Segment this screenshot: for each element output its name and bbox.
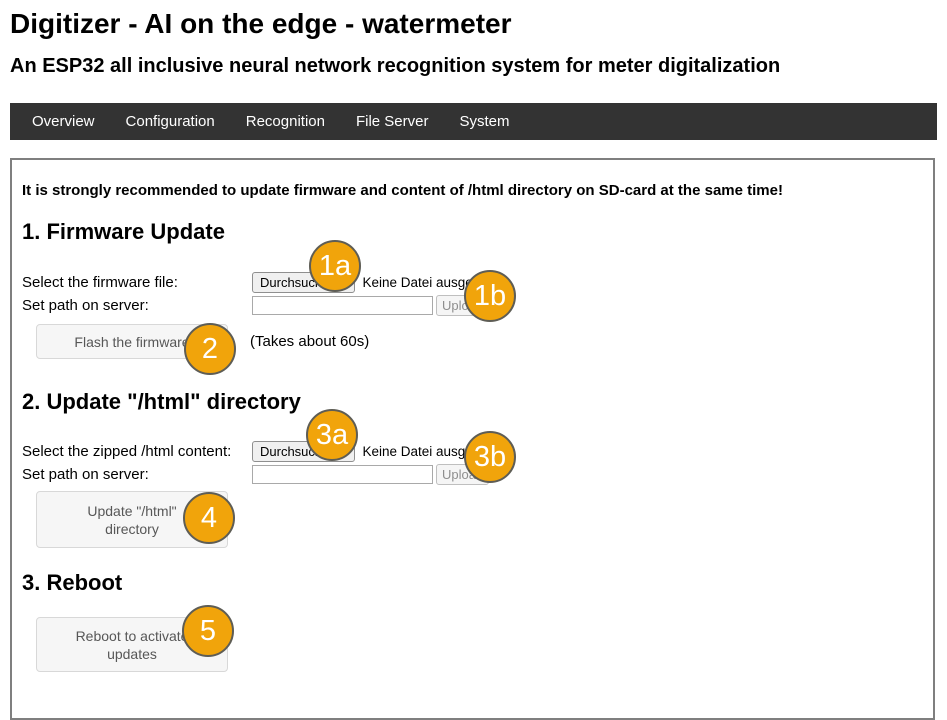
html-file-label: Select the zipped /html content: <box>22 442 232 460</box>
nav-item-overview[interactable]: Overview <box>32 113 95 130</box>
html-path-input[interactable] <box>252 465 433 484</box>
main-navbar: Overview Configuration Recognition File … <box>10 103 937 140</box>
page-subtitle: An ESP32 all inclusive neural network re… <box>10 55 781 77</box>
firmware-no-file-text: Keine Datei ausgewäh <box>362 274 498 290</box>
html-section-heading: 2. Update "/html" directory <box>22 389 301 414</box>
flash-duration-note: (Takes about 60s) <box>250 333 370 350</box>
reboot-section-heading: 3. Reboot <box>22 570 123 595</box>
firmware-form: Select the firmware file: Durchsuchen...… <box>22 271 933 316</box>
annotation-badge-1b: 1b <box>464 270 516 322</box>
firmware-file-label: Select the firmware file: <box>22 273 178 291</box>
firmware-path-input[interactable] <box>252 296 433 315</box>
page-title: Digitizer - AI on the edge - watermeter <box>10 8 512 39</box>
firmware-path-row: Upload <box>252 295 933 316</box>
html-no-file-text: Keine Datei ausgewäh <box>362 443 498 459</box>
annotation-badge-4: 4 <box>183 492 235 544</box>
nav-item-file-server[interactable]: File Server <box>355 113 429 130</box>
nav-item-system[interactable]: System <box>459 113 510 130</box>
annotation-badge-3a: 3a <box>306 409 358 461</box>
html-path-row: Upload <box>252 464 933 485</box>
annotation-badge-3b: 3b <box>464 431 516 483</box>
annotation-badge-2: 2 <box>184 323 236 375</box>
nav-item-recognition[interactable]: Recognition <box>245 113 325 130</box>
annotation-badge-1a: 1a <box>309 240 361 292</box>
flash-row: Flash the firmware (Takes about 60s) <box>22 324 933 359</box>
update-warning-text: It is strongly recommended to update fir… <box>22 182 783 199</box>
firmware-path-label: Set path on server: <box>22 297 149 314</box>
firmware-section-heading: 1. Firmware Update <box>22 219 225 244</box>
html-path-label: Set path on server: <box>22 466 149 483</box>
nav-item-configuration[interactable]: Configuration <box>125 113 215 130</box>
annotation-badge-5: 5 <box>182 605 234 657</box>
